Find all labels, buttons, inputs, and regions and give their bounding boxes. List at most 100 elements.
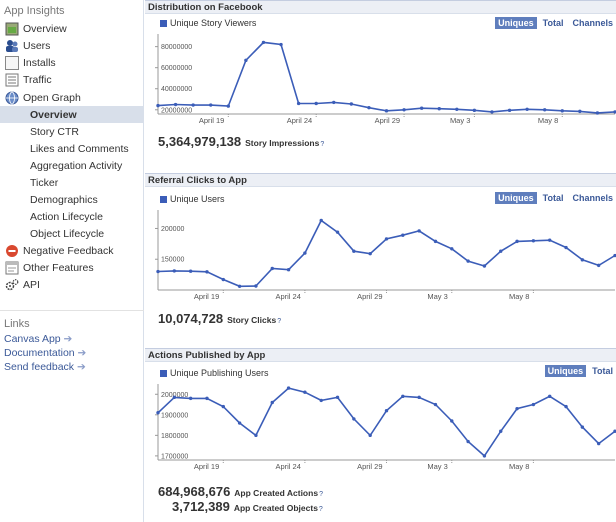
data-point[interactable] bbox=[237, 421, 242, 425]
data-point[interactable] bbox=[450, 419, 454, 423]
sidebar-item-open-graph[interactable]: Open Graph bbox=[0, 89, 144, 106]
data-point[interactable] bbox=[188, 396, 193, 401]
sidebar-item-users[interactable]: Users bbox=[0, 37, 144, 54]
data-point[interactable] bbox=[205, 396, 209, 401]
data-point[interactable] bbox=[466, 259, 470, 263]
data-point[interactable] bbox=[384, 237, 389, 241]
data-point[interactable] bbox=[368, 433, 372, 438]
data-point[interactable] bbox=[499, 429, 503, 433]
data-point[interactable] bbox=[437, 107, 441, 111]
link-send-feedback[interactable]: Send feedback ➔ bbox=[4, 361, 86, 373]
data-point[interactable] bbox=[531, 402, 536, 407]
data-point[interactable] bbox=[156, 411, 160, 415]
sidebar-item-other-features[interactable]: Other Features bbox=[0, 259, 144, 276]
subnav-demographics[interactable]: Demographics bbox=[0, 191, 144, 208]
data-point[interactable] bbox=[296, 101, 301, 106]
data-point[interactable] bbox=[368, 251, 372, 256]
data-point[interactable] bbox=[221, 404, 225, 409]
sidebar-item-negative-feedback[interactable]: Negative Feedback bbox=[0, 242, 144, 259]
data-point[interactable] bbox=[419, 106, 424, 110]
data-point[interactable] bbox=[384, 109, 389, 113]
sidebar-item-overview[interactable]: Overview bbox=[0, 20, 144, 37]
data-point[interactable] bbox=[244, 58, 248, 63]
data-point[interactable] bbox=[401, 233, 405, 237]
data-point[interactable] bbox=[482, 264, 487, 268]
data-point[interactable] bbox=[205, 270, 209, 274]
help-icon[interactable]: ? bbox=[318, 506, 323, 513]
data-point[interactable] bbox=[596, 263, 601, 268]
data-point[interactable] bbox=[172, 269, 177, 273]
subnav-story-ctr[interactable]: Story CTR bbox=[0, 123, 144, 140]
data-point[interactable] bbox=[237, 284, 242, 289]
data-point[interactable] bbox=[270, 266, 274, 271]
data-point[interactable] bbox=[188, 269, 193, 273]
data-point[interactable] bbox=[548, 394, 552, 399]
help-icon[interactable]: ? bbox=[277, 318, 282, 325]
data-point[interactable] bbox=[367, 105, 371, 110]
data-point[interactable] bbox=[578, 109, 582, 114]
help-icon[interactable]: ? bbox=[320, 141, 325, 148]
data-point[interactable] bbox=[401, 394, 405, 399]
data-point[interactable] bbox=[191, 103, 195, 107]
data-point[interactable] bbox=[548, 238, 552, 242]
data-point[interactable] bbox=[490, 110, 494, 114]
data-point[interactable] bbox=[335, 230, 340, 234]
data-point[interactable] bbox=[254, 284, 258, 288]
link-documentation[interactable]: Documentation ➔ bbox=[4, 347, 86, 359]
data-point[interactable] bbox=[221, 277, 225, 282]
data-point[interactable] bbox=[455, 107, 459, 111]
data-point[interactable] bbox=[270, 400, 274, 405]
data-point[interactable] bbox=[352, 417, 356, 421]
toggle-total[interactable]: Total bbox=[542, 193, 564, 203]
subnav-likes-comments[interactable]: Likes and Comments bbox=[0, 140, 144, 157]
data-point[interactable] bbox=[450, 247, 454, 251]
toggle-uniques[interactable]: Uniques bbox=[495, 17, 537, 29]
data-point[interactable] bbox=[499, 249, 503, 253]
data-point[interactable] bbox=[596, 441, 601, 446]
subnav-ticker[interactable]: Ticker bbox=[0, 174, 144, 191]
data-point[interactable] bbox=[156, 103, 160, 108]
data-point[interactable] bbox=[595, 111, 600, 115]
data-point[interactable] bbox=[314, 101, 318, 106]
toggle-total[interactable]: Total bbox=[542, 18, 564, 28]
help-icon[interactable]: ? bbox=[319, 491, 323, 498]
toggle-uniques[interactable]: Uniques bbox=[495, 192, 537, 204]
data-point[interactable] bbox=[332, 100, 336, 105]
toggle-uniques[interactable]: Uniques bbox=[544, 365, 587, 377]
data-point[interactable] bbox=[466, 439, 470, 444]
data-point[interactable] bbox=[433, 239, 438, 244]
data-point[interactable] bbox=[433, 402, 438, 407]
data-point[interactable] bbox=[226, 104, 231, 108]
data-point[interactable] bbox=[580, 425, 585, 429]
data-point[interactable] bbox=[564, 245, 568, 250]
data-point[interactable] bbox=[560, 109, 564, 113]
sidebar-item-installs[interactable]: Installs bbox=[0, 54, 144, 71]
data-point[interactable] bbox=[515, 406, 519, 411]
data-point[interactable] bbox=[254, 433, 258, 438]
toggle-channels[interactable]: Channels bbox=[572, 193, 613, 203]
data-point[interactable] bbox=[286, 386, 291, 390]
data-point[interactable] bbox=[279, 42, 283, 47]
toggle-total[interactable]: Total bbox=[592, 366, 613, 376]
data-point[interactable] bbox=[384, 409, 389, 413]
data-point[interactable] bbox=[542, 108, 547, 112]
data-point[interactable] bbox=[564, 404, 568, 409]
data-point[interactable] bbox=[417, 395, 421, 400]
data-point[interactable] bbox=[173, 102, 178, 107]
data-point[interactable] bbox=[613, 110, 616, 114]
data-point[interactable] bbox=[303, 251, 307, 255]
data-point[interactable] bbox=[209, 103, 213, 107]
data-point[interactable] bbox=[515, 239, 519, 244]
link-canvas-app[interactable]: Canvas App ➔ bbox=[4, 333, 72, 345]
data-point[interactable] bbox=[507, 108, 512, 113]
data-point[interactable] bbox=[319, 398, 323, 403]
subnav-object-lifecycle[interactable]: Object Lifecycle bbox=[0, 225, 144, 242]
data-point[interactable] bbox=[472, 108, 477, 113]
data-point[interactable] bbox=[531, 239, 536, 243]
subnav-overview[interactable]: Overview bbox=[0, 106, 144, 123]
data-point[interactable] bbox=[335, 395, 340, 400]
data-point[interactable] bbox=[172, 395, 177, 400]
toggle-channels[interactable]: Channels bbox=[572, 18, 613, 28]
sidebar-item-traffic[interactable]: Traffic bbox=[0, 71, 144, 88]
data-point[interactable] bbox=[482, 454, 487, 458]
